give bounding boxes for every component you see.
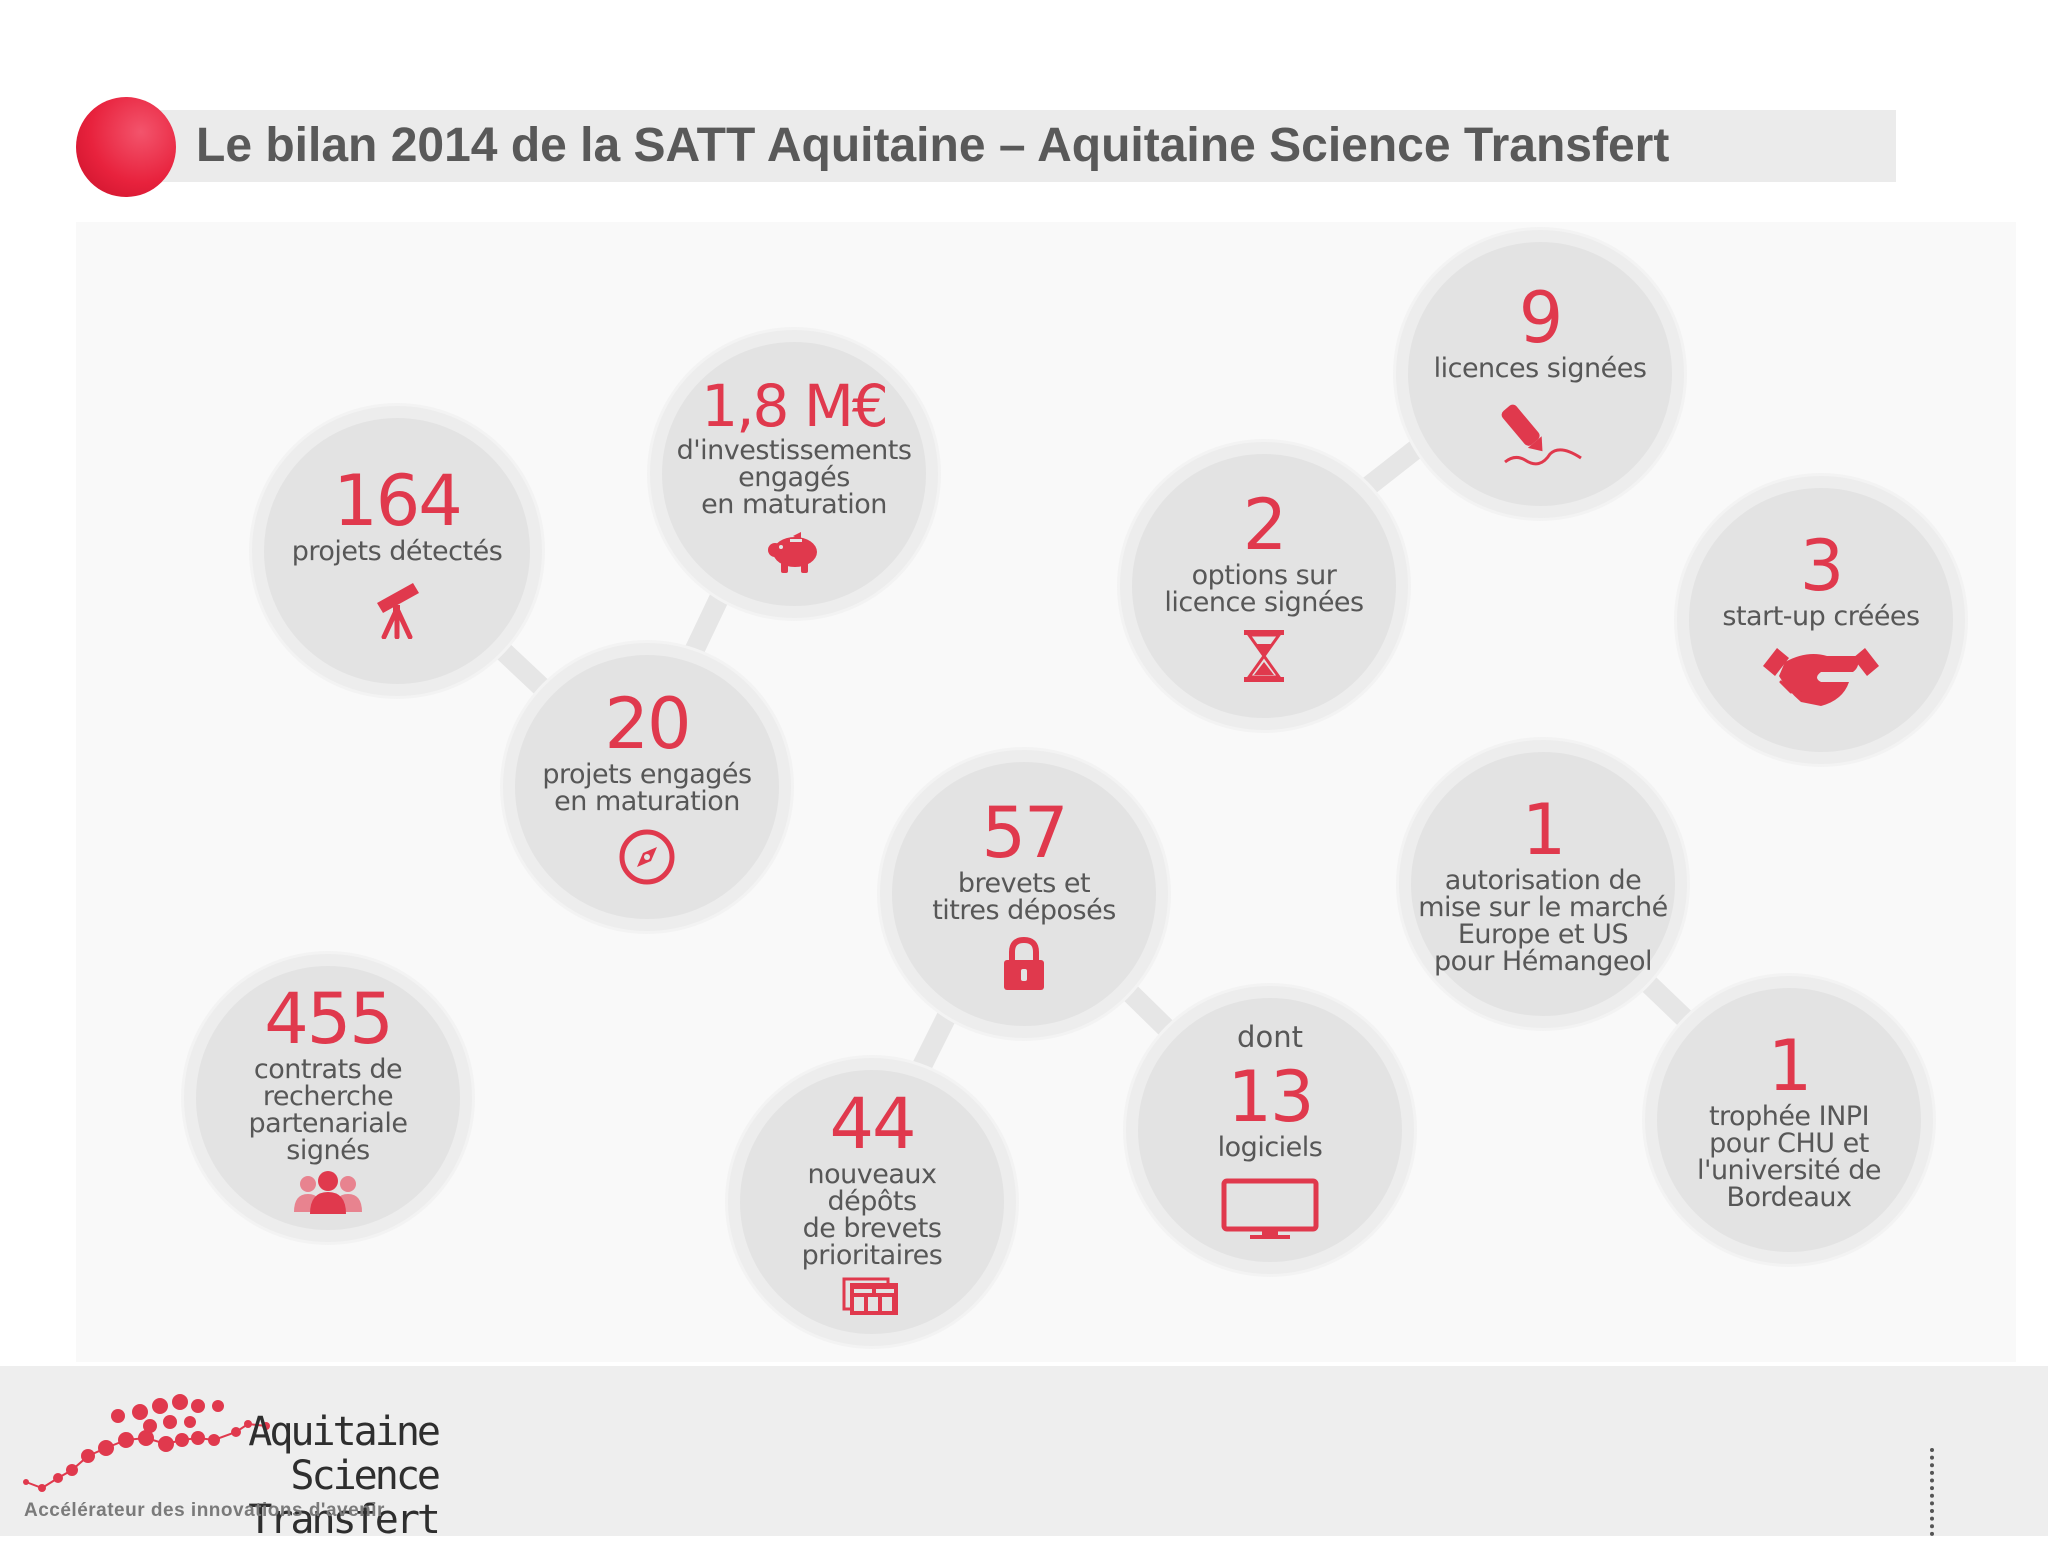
stat-label: licences signées [1433,352,1647,384]
stat-label: nouveaux dépôts de brevets prioritaires [801,1159,943,1271]
stat-logiciels: dont 13 logiciels [1126,986,1414,1274]
stat-label: contrats de recherche partenariale signé… [248,1054,408,1166]
padlock-icon [1004,936,1044,990]
stat-value: 20 [604,683,691,765]
piggy-bank-icon [768,531,817,573]
compass-icon [619,829,675,885]
stat-value: 1 [1521,789,1567,871]
stat-value: 2 [1242,484,1288,566]
stat-label: projets engagés en maturation [542,759,752,817]
stat-value: 3 [1799,524,1845,607]
hourglass-icon [1244,630,1284,682]
stat-licences: 9 licences signées [1396,230,1684,518]
stat-projets-engages: 20 projets engagés en maturation [503,643,791,931]
stat-value: 164 [333,459,463,542]
stat-label: trophée INPI pour CHU et l'université de… [1697,1101,1881,1213]
stat-value: 44 [829,1083,916,1165]
stat-projets-detectes: 164 projets détectés [252,406,542,696]
stat-startups: 3 start-up créées [1677,476,1965,764]
dotted-divider [1930,1448,1938,1536]
stat-trophee: 1 trophée INPI pour CHU et l'université … [1645,976,1933,1264]
stat-value: 1 [1767,1025,1813,1107]
stat-brevets: 57 brevets et titres déposés [880,750,1168,1038]
company-logo-name: Aquitaine Science Transfert [248,1409,441,1543]
monitor-icon [1221,1178,1319,1239]
stat-label: options sur licence signées [1164,560,1364,618]
stat-value: 9 [1518,276,1564,359]
stat-value: 455 [264,978,394,1060]
telescope-icon [377,582,419,639]
stat-label: logiciels [1217,1131,1323,1163]
stat-value: 57 [981,792,1068,874]
footer [0,1366,2048,1536]
stat-value: 1,8 M€ [701,371,889,440]
documents-icon [842,1277,898,1315]
page-title: Le bilan 2014 de la SATT Aquitaine – Aqu… [196,119,1670,172]
stat-depots: 44 nouveaux dépôts de brevets prioritair… [728,1058,1016,1346]
stat-label: projets détectés [291,535,503,567]
stat-autorisation: 1 autorisation de mise sur le marché Eur… [1399,740,1687,1028]
stat-investissements: 1,8 M€ d'investissements engagés en matu… [650,330,938,618]
pen-signature-icon [1501,404,1582,465]
stat-options: 2 options sur licence signées [1120,442,1408,730]
title-red-dot [76,97,176,197]
stat-prefix: dont [1237,1019,1303,1054]
title-bar [160,110,1896,182]
stat-label: brevets et titres déposés [932,868,1116,926]
company-tagline: Accélérateur des innovations d'avenir [24,1500,385,1521]
stat-label: start-up créées [1722,600,1920,632]
stat-value: 13 [1227,1055,1314,1138]
handshake-icon [1763,647,1879,706]
people-icon [294,1171,362,1214]
stat-label: d'investissements engagés en maturation [676,434,912,520]
stat-label: autorisation de mise sur le marché Europ… [1418,865,1668,977]
company-logo-mark [23,1394,270,1492]
stat-contrats: 455 contrats de recherche partenariale s… [184,954,472,1242]
